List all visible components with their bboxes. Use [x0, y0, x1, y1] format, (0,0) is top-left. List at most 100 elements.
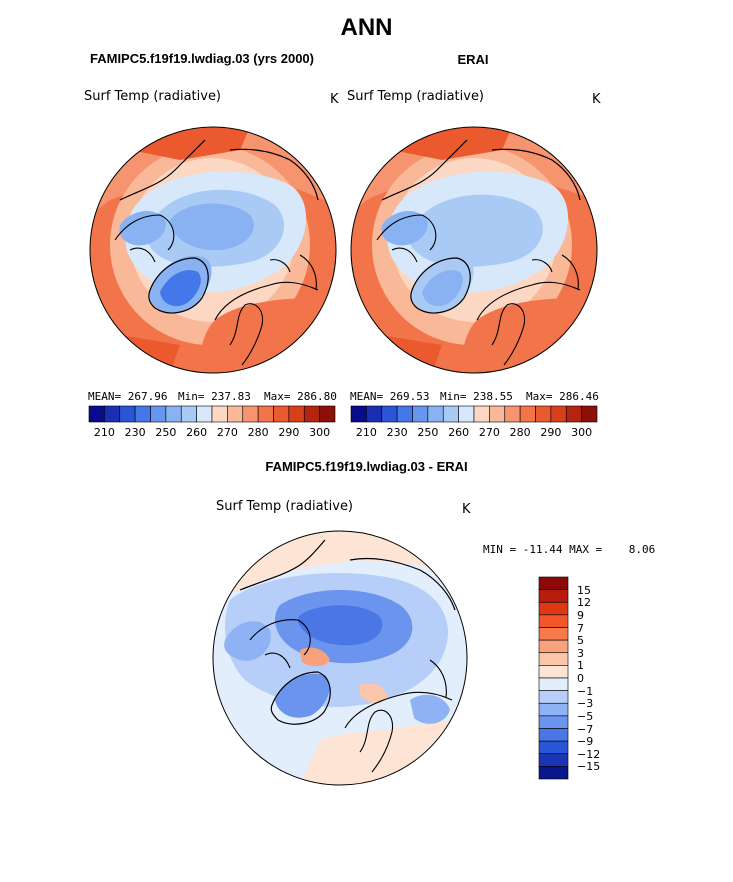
diff-warm-patch-2 [360, 683, 388, 704]
left-colorbar-tick: 230 [124, 426, 146, 439]
diff-colorbar-swatch [538, 665, 569, 679]
diff-colorbar-tick: −9 [577, 735, 594, 749]
europe-coast [214, 281, 319, 366]
diff-greenland-cold [275, 673, 330, 718]
diff-coastline-north [239, 539, 456, 611]
right-colorbar-tick: 300 [571, 426, 593, 439]
diff-variable-label: Surf Temp (radiative) [216, 499, 354, 514]
right-colorbar-tick: 230 [386, 426, 408, 439]
diff-colorbar-swatch [538, 627, 569, 641]
diff-colorbar-swatch [538, 652, 569, 666]
left-min-stat: Min= 237.83 [178, 390, 251, 403]
right-colorbar-swatch [381, 405, 398, 423]
right-colorbar-swatch [565, 405, 582, 423]
left-colorbar-swatch [119, 405, 136, 423]
arctic-cold-core [408, 194, 543, 267]
right-colorbar-swatch [458, 405, 475, 423]
right-colorbar-swatch [581, 405, 598, 423]
left-colorbar-swatch [180, 405, 197, 423]
diff-colorbar-swatch [538, 589, 569, 603]
diff-colorbar-swatch [538, 702, 569, 717]
difference-map-border [212, 530, 468, 786]
diff-east-cold [410, 694, 450, 724]
diff-islands-coast [249, 619, 311, 669]
diff-colorbar-swatch [538, 728, 569, 742]
diff-warm-patch [300, 647, 330, 667]
left-colorbar-swatch [242, 405, 259, 423]
difference-colorbar [538, 576, 569, 780]
right-colorbar-swatch [535, 405, 552, 423]
europe-coast [476, 281, 581, 366]
right-colorbar-swatch [504, 405, 521, 423]
arctic-ocean-center [170, 203, 254, 251]
right-colorbar-tick: 250 [417, 426, 439, 439]
left-colorbar-tick: 290 [278, 426, 300, 439]
left-colorbar-swatch [196, 405, 213, 423]
right-colorbar-swatch [473, 405, 490, 423]
right-colorbar-swatch [412, 405, 429, 423]
right-colorbar [350, 405, 598, 423]
left-colorbar-swatch [150, 405, 167, 423]
left-colorbar-swatch [165, 405, 182, 423]
left-colorbar-swatch [273, 405, 290, 423]
diff-colorbar-tick: −15 [577, 760, 601, 774]
main-title: ANN [340, 14, 393, 41]
diff-colorbar-tick: 3 [577, 646, 584, 660]
diff-europe-coast [344, 691, 453, 773]
diff-colorbar-swatch [538, 740, 569, 755]
right-colorbar-swatch [396, 405, 413, 423]
right-colorbar-tick: 270 [478, 426, 500, 439]
left-colorbar-tick: 270 [216, 426, 238, 439]
right-colorbar-swatch [366, 405, 383, 423]
left-colorbar-swatch [134, 405, 151, 423]
left-colorbar-swatch [303, 405, 320, 423]
left-panel-title: FAMIPC5.f19f19.lwdiag.03 (yrs 2000) [90, 51, 314, 66]
left-map-border [89, 126, 337, 374]
left-polar-map [90, 127, 336, 373]
greenland-coast [148, 257, 209, 314]
diff-colorbar-tick: 9 [577, 608, 584, 622]
diff-colorbar-tick: 1 [577, 659, 584, 673]
difference-polar-map [213, 531, 467, 785]
diff-colorbar-swatch [538, 690, 569, 704]
right-map-border [350, 126, 598, 374]
left-colorbar [88, 405, 336, 423]
left-mean-stat: MEAN= 267.96 [88, 390, 168, 403]
greenland-core [160, 270, 201, 307]
left-colorbar-swatch [257, 405, 274, 423]
right-colorbar-swatch [519, 405, 536, 423]
left-colorbar-swatch [319, 405, 336, 423]
difference-title: FAMIPC5.f19f19.lwdiag.03 - ERAI [265, 459, 468, 474]
right-max-stat: Max= 286.46 [526, 390, 599, 403]
diff-colorbar-swatch [538, 715, 569, 729]
right-colorbar-swatch [550, 405, 567, 423]
diff-colorbar-tick: 15 [577, 583, 591, 597]
left-colorbar-swatch [104, 405, 121, 423]
diff-colorbar-swatch [538, 677, 569, 691]
diff-colorbar-swatch [538, 753, 569, 767]
diff-colorbar-swatch [538, 766, 569, 780]
right-colorbar-swatch [442, 405, 459, 423]
diff-colorbar-tick: −1 [577, 684, 594, 698]
left-colorbar-tick: 300 [309, 426, 331, 439]
diff-colorbar-tick: 5 [577, 634, 584, 648]
left-unit-label: K [330, 92, 339, 107]
left-colorbar-swatch [227, 405, 244, 423]
diff-colorbar-tick: 7 [577, 621, 584, 635]
siberia-coast [531, 254, 579, 291]
right-colorbar-swatch [489, 405, 506, 423]
right-colorbar-tick: 260 [448, 426, 470, 439]
diff-colorbar-tick: 0 [577, 672, 584, 685]
right-unit-label: K [592, 92, 601, 107]
diff-greenland-coast [270, 671, 331, 725]
right-colorbar-ticks: 210 230 250 260 270 280 290 300 [0, 426, 733, 440]
left-colorbar-swatch [211, 405, 228, 423]
arctic-islands-coast [376, 214, 437, 263]
right-panel-title: ERAI [457, 52, 489, 67]
diff-minmax-stat: MIN = -11.44 MAX = 8.06 [483, 543, 656, 556]
right-variable-label: Surf Temp (radiative) [347, 89, 485, 104]
right-colorbar-swatch [350, 405, 367, 423]
diff-colorbar-tick: −3 [577, 697, 594, 711]
left-max-stat: Max= 286.80 [264, 390, 337, 403]
